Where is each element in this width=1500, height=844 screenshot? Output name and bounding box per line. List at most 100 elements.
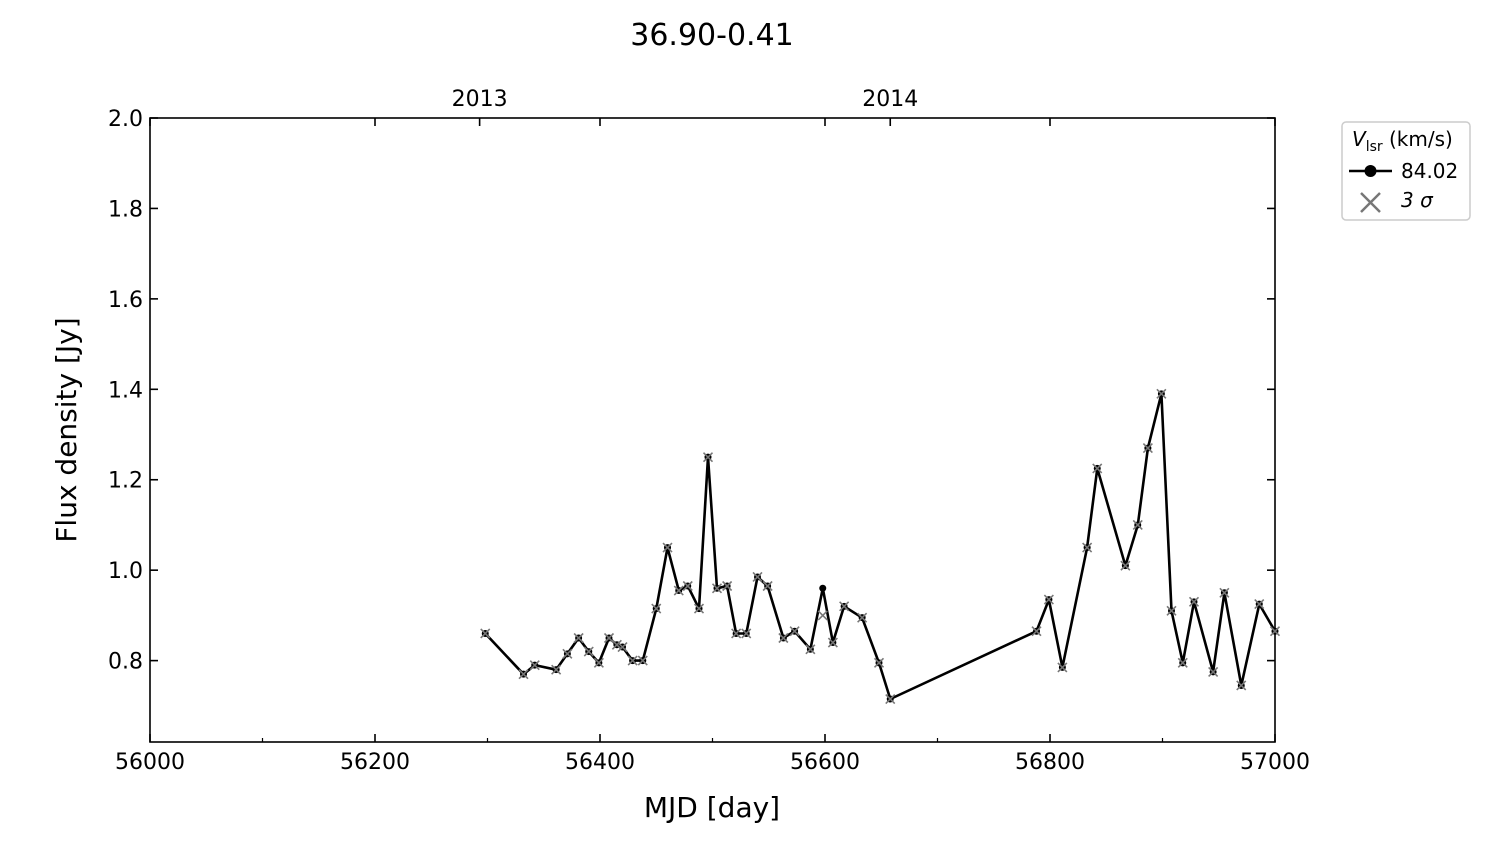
series-line xyxy=(484,392,1277,701)
sigma-marker xyxy=(627,655,638,666)
sigma-marker xyxy=(551,664,562,675)
sigma-marker-stroke xyxy=(1254,599,1265,610)
sigma-layer xyxy=(480,388,1281,705)
sigma-marker-stroke xyxy=(1219,587,1230,598)
sigma-marker-stroke xyxy=(722,580,733,592)
sigma-marker xyxy=(1254,599,1265,610)
y-tick-label: 1.0 xyxy=(108,559,143,584)
sigma-marker-stroke xyxy=(857,612,868,623)
sigma-marker-stroke xyxy=(1156,388,1167,399)
sigma-marker xyxy=(573,632,584,644)
sigma-marker xyxy=(1057,662,1068,673)
sigma-marker-stroke xyxy=(778,632,789,644)
sigma-marker-stroke xyxy=(1188,596,1200,607)
sigma-marker xyxy=(1132,519,1143,531)
sigma-marker-stroke xyxy=(731,628,742,639)
x-axis-label: MJD [day] xyxy=(644,791,780,824)
x-tick-label: 56400 xyxy=(565,750,635,775)
sigma-marker-stroke xyxy=(480,628,491,639)
sigma-marker xyxy=(1142,443,1153,454)
sigma-marker-stroke xyxy=(617,641,628,653)
sigma-marker xyxy=(817,610,828,621)
sigma-marker-stroke xyxy=(839,601,850,612)
series-layer xyxy=(481,390,1279,703)
legend-title-unit: (km/s) xyxy=(1383,127,1453,151)
x-tick-label: 56600 xyxy=(790,750,860,775)
sigma-marker xyxy=(1236,680,1247,691)
sigma-marker xyxy=(762,580,773,592)
sigma-marker-stroke xyxy=(583,646,594,657)
sigma-marker-stroke xyxy=(789,626,800,637)
sigma-marker xyxy=(617,641,628,653)
legend: Vlsr (km/s) 84.02 3 σ xyxy=(1341,121,1471,221)
y-tick-label: 1.2 xyxy=(108,469,143,494)
sigma-marker-stroke xyxy=(1132,519,1143,531)
sigma-marker-stroke xyxy=(1092,463,1103,474)
sigma-marker-stroke xyxy=(1031,626,1042,637)
plot-area: 56000 56200 56400 56600 56800 57000 0.8 1.0 1.2… xyxy=(108,107,1310,775)
data-point xyxy=(819,584,827,592)
y-tick-label: 1.6 xyxy=(108,288,143,313)
sigma-marker xyxy=(702,452,714,463)
sigma-marker xyxy=(805,644,816,655)
chart-title: 36.90-0.41 xyxy=(630,18,794,53)
sigma-marker xyxy=(611,639,622,650)
sigma-marker xyxy=(1177,657,1188,668)
x-tick-label: 57000 xyxy=(1240,750,1310,775)
sigma-marker-stroke xyxy=(1043,594,1054,605)
sigma-marker-stroke xyxy=(1120,560,1131,571)
sigma-marker-stroke xyxy=(529,660,540,671)
sigma-marker-stroke xyxy=(682,580,693,592)
sigma-marker xyxy=(741,628,752,639)
sigma-marker-stroke xyxy=(1208,666,1219,677)
sigma-marker-stroke xyxy=(752,571,763,583)
sigma-marker-stroke xyxy=(593,657,604,668)
sigma-marker xyxy=(778,632,789,644)
sigma-marker xyxy=(682,580,693,592)
y-axis: 0.8 1.0 1.2 1.4 1.6 1.8 2.0 xyxy=(108,107,1275,675)
x-tick-label: 56800 xyxy=(1015,750,1085,775)
sigma-marker xyxy=(711,583,723,594)
sigma-marker-stroke xyxy=(762,580,773,592)
sigma-marker xyxy=(1156,388,1167,399)
y-axis-label: Flux density [Jy] xyxy=(50,317,83,542)
sigma-marker-stroke xyxy=(662,542,673,553)
y-tick-label: 2.0 xyxy=(108,107,143,132)
sigma-marker-stroke xyxy=(651,603,662,614)
legend-sigma-label: 3 σ xyxy=(1401,188,1434,212)
y-tick-label: 0.8 xyxy=(108,650,143,675)
sigma-marker xyxy=(1092,463,1103,474)
legend-title-sub: lsr xyxy=(1366,139,1383,155)
legend-series-label: 84.02 xyxy=(1401,159,1458,183)
sigma-marker-stroke xyxy=(637,655,648,666)
legend-title: Vlsr (km/s) xyxy=(1352,127,1453,155)
sigma-marker xyxy=(731,628,742,639)
sigma-marker xyxy=(1188,596,1200,607)
top-year-label: 2013 xyxy=(452,87,508,112)
sigma-marker xyxy=(1219,587,1230,598)
sigma-marker xyxy=(1120,560,1131,571)
sigma-marker-stroke xyxy=(603,632,615,644)
sigma-marker xyxy=(518,669,529,680)
sigma-marker xyxy=(662,542,673,553)
sigma-marker-stroke xyxy=(1082,542,1093,553)
sigma-marker-stroke xyxy=(711,583,723,594)
top-axis: 2013 2014 xyxy=(452,87,918,126)
sigma-marker-stroke xyxy=(673,585,684,596)
sigma-marker xyxy=(873,657,885,668)
sigma-marker xyxy=(839,601,850,612)
legend-series-marker xyxy=(1364,165,1377,177)
plot-frame xyxy=(149,117,1276,743)
sigma-marker-stroke xyxy=(817,610,828,621)
sigma-marker xyxy=(593,657,604,668)
sigma-marker xyxy=(1208,666,1219,677)
sigma-marker-stroke xyxy=(741,628,752,639)
sigma-marker-stroke xyxy=(573,632,584,644)
sigma-marker xyxy=(562,648,573,659)
x-tick-label: 56000 xyxy=(115,750,185,775)
sigma-marker-stroke xyxy=(551,664,562,675)
sigma-marker-stroke xyxy=(873,657,885,668)
sigma-marker xyxy=(722,580,733,592)
sigma-marker xyxy=(827,637,838,648)
